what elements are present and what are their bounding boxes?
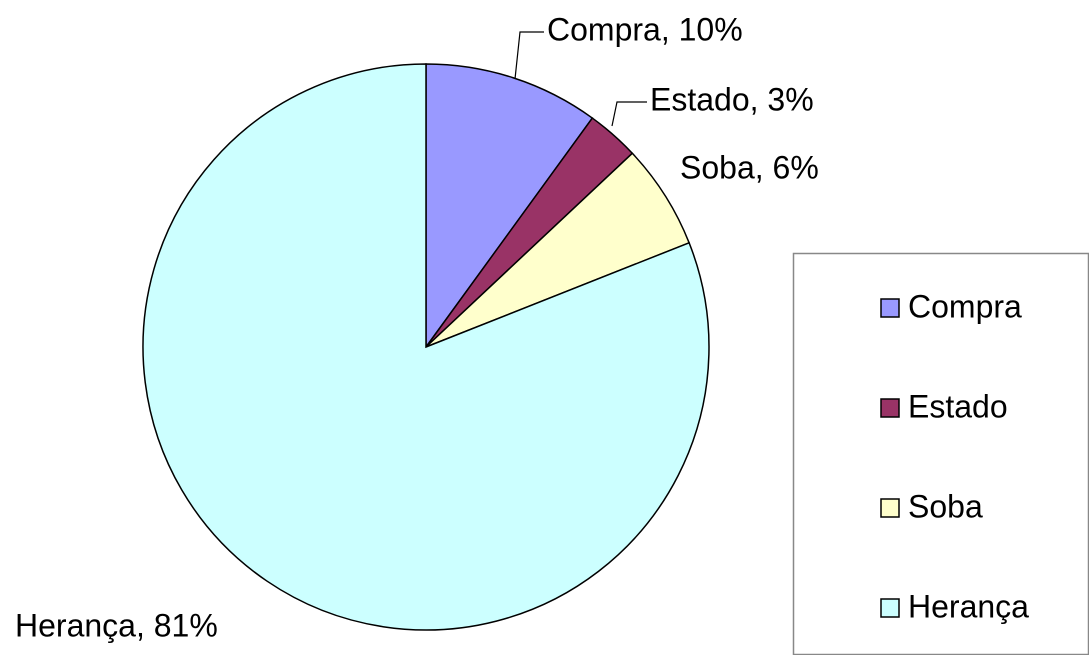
leader-line xyxy=(514,31,544,80)
data-label: Estado, 3% xyxy=(650,81,814,117)
legend-swatch xyxy=(880,398,900,418)
pie-slice xyxy=(425,63,594,350)
data-label: Compra, 10% xyxy=(547,11,743,47)
leader-line xyxy=(611,101,647,127)
legend-swatch xyxy=(880,598,900,618)
legend-label: Compra xyxy=(908,288,1022,324)
legend-label: Soba xyxy=(908,488,983,524)
legend-label: Herança xyxy=(908,588,1029,624)
data-label: Herança, 81% xyxy=(15,607,218,643)
legend-swatch xyxy=(880,298,900,318)
legend-label: Estado xyxy=(908,388,1008,424)
data-label: Soba, 6% xyxy=(680,149,819,185)
legend-swatch xyxy=(880,498,900,518)
legend-box xyxy=(792,252,1089,655)
pie-slice xyxy=(142,63,710,631)
